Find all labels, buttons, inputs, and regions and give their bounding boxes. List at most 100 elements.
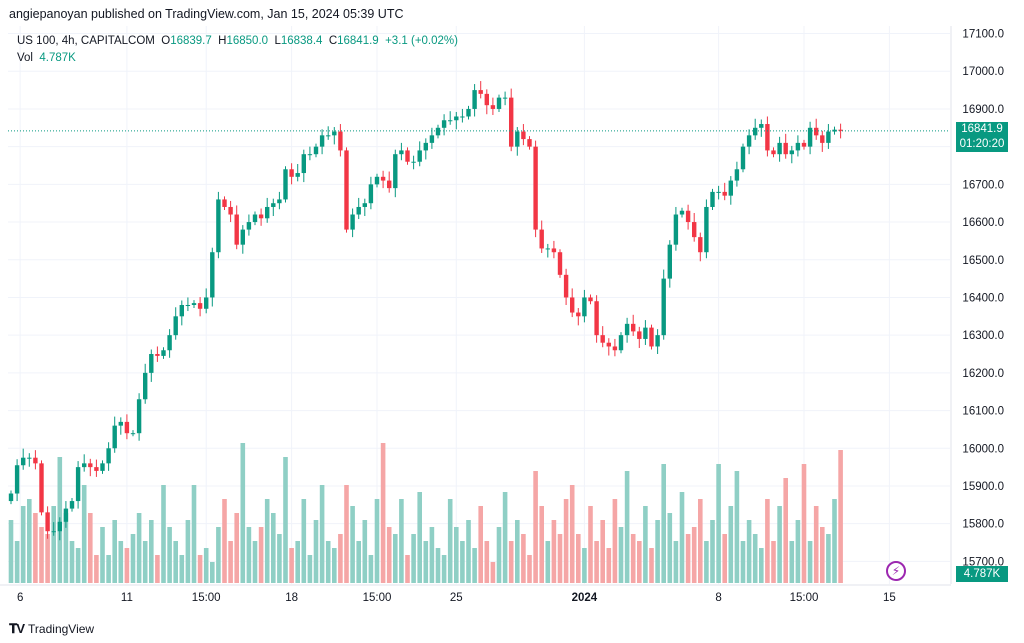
tv-logo-icon: 𝐓V [9, 621, 25, 636]
volume-bar [8, 520, 14, 583]
volume-bar [582, 548, 587, 583]
candle-body [112, 425, 117, 449]
high-label: H [218, 35, 227, 47]
volume-bar [88, 513, 93, 583]
volume-bar [783, 478, 788, 583]
volume-bar [258, 527, 264, 583]
close-value: 16841.9 [337, 35, 379, 47]
candle-body [649, 327, 654, 347]
price-tick-label: 15700.0 [962, 556, 1004, 568]
volume-bar [649, 548, 654, 583]
volume-bar [716, 464, 721, 583]
candle-body [801, 142, 807, 147]
volume-bar [130, 534, 136, 583]
volume-bar [447, 499, 453, 583]
volume-bar [283, 457, 288, 583]
candle-body [45, 512, 50, 532]
candle-body [655, 335, 660, 347]
candle-body [277, 199, 282, 204]
volume-bar [271, 513, 276, 583]
candle-body [356, 206, 361, 215]
candle-body [643, 327, 648, 339]
volume-bar [228, 541, 233, 583]
candle-body [753, 127, 758, 136]
volume-bar [685, 534, 691, 583]
volume-bar [667, 513, 673, 583]
symbol-title[interactable]: US 100, 4h, CAPITALCOM [17, 35, 155, 47]
volume-bar [393, 534, 398, 583]
volume-bar [569, 485, 575, 583]
candle-body [411, 161, 416, 163]
candle-body [460, 116, 465, 118]
candle-body [746, 135, 752, 147]
time-tick-label: 18 [285, 592, 298, 604]
volume-bar [142, 541, 148, 583]
candle-body [374, 176, 380, 185]
candle-body [515, 131, 520, 147]
volume-bar [771, 541, 776, 583]
price-tick-label: 16400.0 [962, 292, 1004, 304]
time-tick-label: 6 [17, 592, 23, 604]
volume-bar [807, 541, 813, 583]
candle-body [234, 214, 239, 245]
volume-bar [252, 541, 258, 583]
open-value: 16839.7 [170, 35, 212, 47]
volume-bar [673, 541, 679, 583]
candle-body [307, 154, 313, 156]
volume-bar [441, 555, 447, 583]
volume-bar [368, 555, 374, 583]
low-value: 16838.4 [280, 35, 323, 47]
candle-body [246, 222, 252, 230]
bar-countdown: 01:20:20 [959, 137, 1005, 150]
candle-body [326, 135, 331, 137]
candle-body [734, 169, 740, 181]
price-axis[interactable]: 15700.0 15800.0 15900.0 16000.0 16100.0 16200… [962, 29, 1004, 569]
volume-bar [594, 541, 599, 583]
candle-body [740, 146, 746, 170]
low-label: L [274, 35, 281, 47]
candle-body [533, 146, 538, 230]
volume-bar [295, 541, 300, 583]
volume-bar [277, 534, 282, 583]
candle-body [807, 127, 813, 147]
price-tick-label: 16600.0 [962, 217, 1004, 229]
last-volume-tag: 4.787K [956, 566, 1008, 582]
volume-bar [203, 548, 209, 583]
candle-body [185, 305, 191, 306]
published-by-text: angiepanoyan published on TradingView.co… [9, 7, 404, 21]
volume-bars [8, 443, 843, 583]
candle-body [240, 229, 245, 245]
volume-bar [429, 527, 435, 583]
volume-bar [313, 520, 319, 583]
candle-body [265, 206, 270, 219]
candle-body [637, 331, 642, 339]
candle-body [826, 131, 831, 143]
candle-body [380, 176, 386, 181]
volume-bar [496, 527, 502, 583]
candle-body [545, 248, 550, 250]
ohlc-row: US 100, 4h, CAPITALCOM O16839.7 H16850.0… [17, 33, 458, 50]
candle-body [258, 214, 264, 219]
candle-body [350, 214, 355, 230]
candle-body [716, 191, 721, 193]
volume-value: 4.787K [39, 52, 76, 64]
volume-bar [563, 499, 569, 583]
time-tick-label: 2024 [572, 592, 598, 604]
price-tick-label: 16500.0 [962, 255, 1004, 267]
volume-bar [545, 541, 551, 583]
volume-bar [350, 506, 355, 583]
volume-bar [643, 506, 648, 583]
volume-bar [679, 492, 685, 583]
volume-bar [173, 541, 178, 583]
candle-body [51, 531, 56, 533]
time-axis[interactable]: 6 11 15:00 18 15:00 25 2024 8 15:00 15 [17, 592, 896, 604]
candle-body [63, 508, 69, 522]
candle-body [466, 108, 471, 117]
candle-body [429, 135, 435, 143]
volume-bar [246, 527, 252, 583]
volume-bar [112, 520, 117, 583]
volume-bar [752, 534, 758, 583]
candle-body [710, 191, 715, 207]
lightning-icon[interactable]: ⚡ [886, 561, 906, 581]
